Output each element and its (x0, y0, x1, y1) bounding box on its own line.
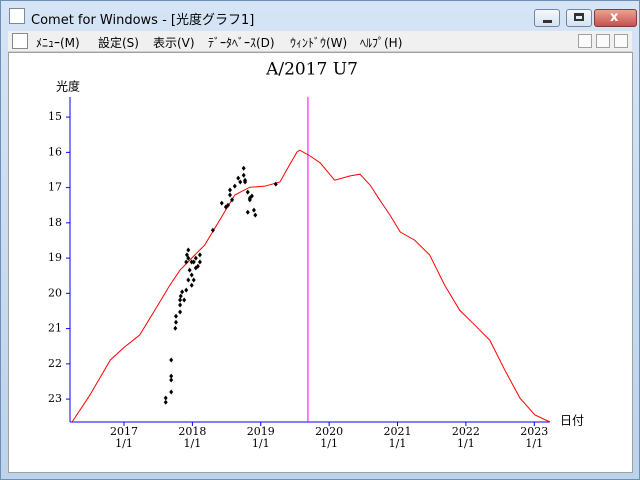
observation-point (228, 192, 232, 198)
observation-point (219, 200, 224, 206)
y-tick-label: 18 (48, 216, 62, 229)
observation-point (186, 247, 191, 253)
app-icon (9, 8, 25, 24)
observation-point (169, 357, 174, 363)
observation-point (173, 325, 178, 331)
y-axis-label: 光度 (56, 79, 80, 94)
mdi-close[interactable] (614, 34, 628, 48)
observation-point (228, 187, 232, 193)
observation-point (186, 277, 191, 283)
observation-point (249, 193, 254, 199)
menu-item[interactable]: 表示(V) (153, 36, 195, 50)
maximize-button[interactable] (566, 9, 592, 27)
y-tick-label: 19 (48, 251, 62, 264)
observation-point (169, 389, 174, 395)
observation-point (193, 255, 198, 261)
observation-point (182, 297, 187, 303)
window-title: Comet for Windows - [光度グラフ1] (31, 13, 255, 28)
y-tick-label: 20 (48, 286, 62, 299)
y-tick-label: 23 (48, 392, 62, 405)
chart-title: A/2017 U7 (265, 60, 358, 80)
x-tick-label: 2018 1/1 (178, 425, 207, 450)
menu-item[interactable]: ｳｨﾝﾄﾞｳ(W) (290, 36, 348, 50)
observation-point (178, 302, 183, 308)
minimize-button[interactable] (534, 9, 560, 27)
observation-point (186, 255, 191, 261)
observation-point (210, 227, 215, 233)
observation-point (197, 252, 202, 258)
observation-point (189, 282, 194, 288)
observation-point (169, 373, 174, 379)
observation-point (173, 313, 178, 319)
mdi-minimize[interactable] (578, 34, 592, 48)
x-tick-label: 2020 1/1 (315, 425, 344, 450)
close-button[interactable]: x (594, 9, 637, 27)
observation-point (178, 309, 183, 315)
y-tick-label: 17 (48, 181, 62, 194)
menu-item[interactable]: ﾍﾙﾌﾟ(H) (360, 36, 403, 50)
observation-point (189, 272, 194, 278)
observation-point (245, 189, 250, 195)
y-tick-label: 15 (48, 110, 62, 123)
observation-point (225, 202, 230, 208)
x-tick-label: 2019 1/1 (246, 425, 275, 450)
y-tick-label: 21 (48, 322, 62, 335)
observation-point (184, 259, 189, 265)
observation-point (236, 175, 241, 181)
observation-point (253, 212, 258, 218)
observation-point (178, 297, 183, 303)
menu-bar: ﾒﾆｭｰ(M) 設定(S) 表示(V) ﾃﾞｰﾀﾍﾞｰｽ(D) ｳｨﾝﾄﾞｳ(W… (8, 31, 632, 52)
model-curve (71, 149, 551, 423)
x-tick-label: 2021 1/1 (383, 425, 412, 450)
menu-item[interactable]: ﾒﾆｭｰ(M) (36, 36, 80, 50)
observation-point (163, 395, 168, 401)
observation-point (173, 319, 178, 325)
observation-point (178, 293, 183, 299)
observation-point (197, 259, 202, 265)
observation-point (195, 263, 200, 269)
chart-area (8, 52, 633, 473)
observation-point (180, 289, 185, 295)
mdi-icon (12, 33, 28, 49)
x-tick-label: 2017 1/1 (110, 425, 139, 450)
observation-point (243, 179, 248, 185)
title-bar: Comet for Windows - [光度グラフ1] x (1, 1, 639, 31)
observation-point (169, 377, 174, 383)
observation-point (191, 259, 196, 265)
x-tick-label: 2022 1/1 (451, 425, 480, 450)
observation-point (232, 183, 237, 189)
observation-point (187, 267, 192, 273)
observation-point (273, 181, 278, 187)
observation-point (191, 277, 196, 283)
observation-point (245, 209, 250, 215)
observation-point (184, 287, 189, 293)
observation-point (251, 207, 256, 213)
observation-point (189, 259, 194, 265)
observation-point (241, 172, 246, 178)
menu-item[interactable]: ﾃﾞｰﾀﾍﾞｰｽ(D) (208, 36, 275, 50)
observation-point (241, 165, 246, 171)
x-tick-label: 2023 1/1 (520, 425, 549, 450)
observation-point (230, 197, 235, 203)
observation-point (163, 399, 168, 405)
mdi-restore[interactable] (596, 34, 610, 48)
menu-item[interactable]: 設定(S) (98, 36, 139, 50)
x-axis-label: 日付 (560, 414, 584, 428)
y-tick-label: 22 (48, 357, 62, 370)
observation-point (238, 179, 243, 185)
y-tick-label: 16 (48, 145, 62, 158)
